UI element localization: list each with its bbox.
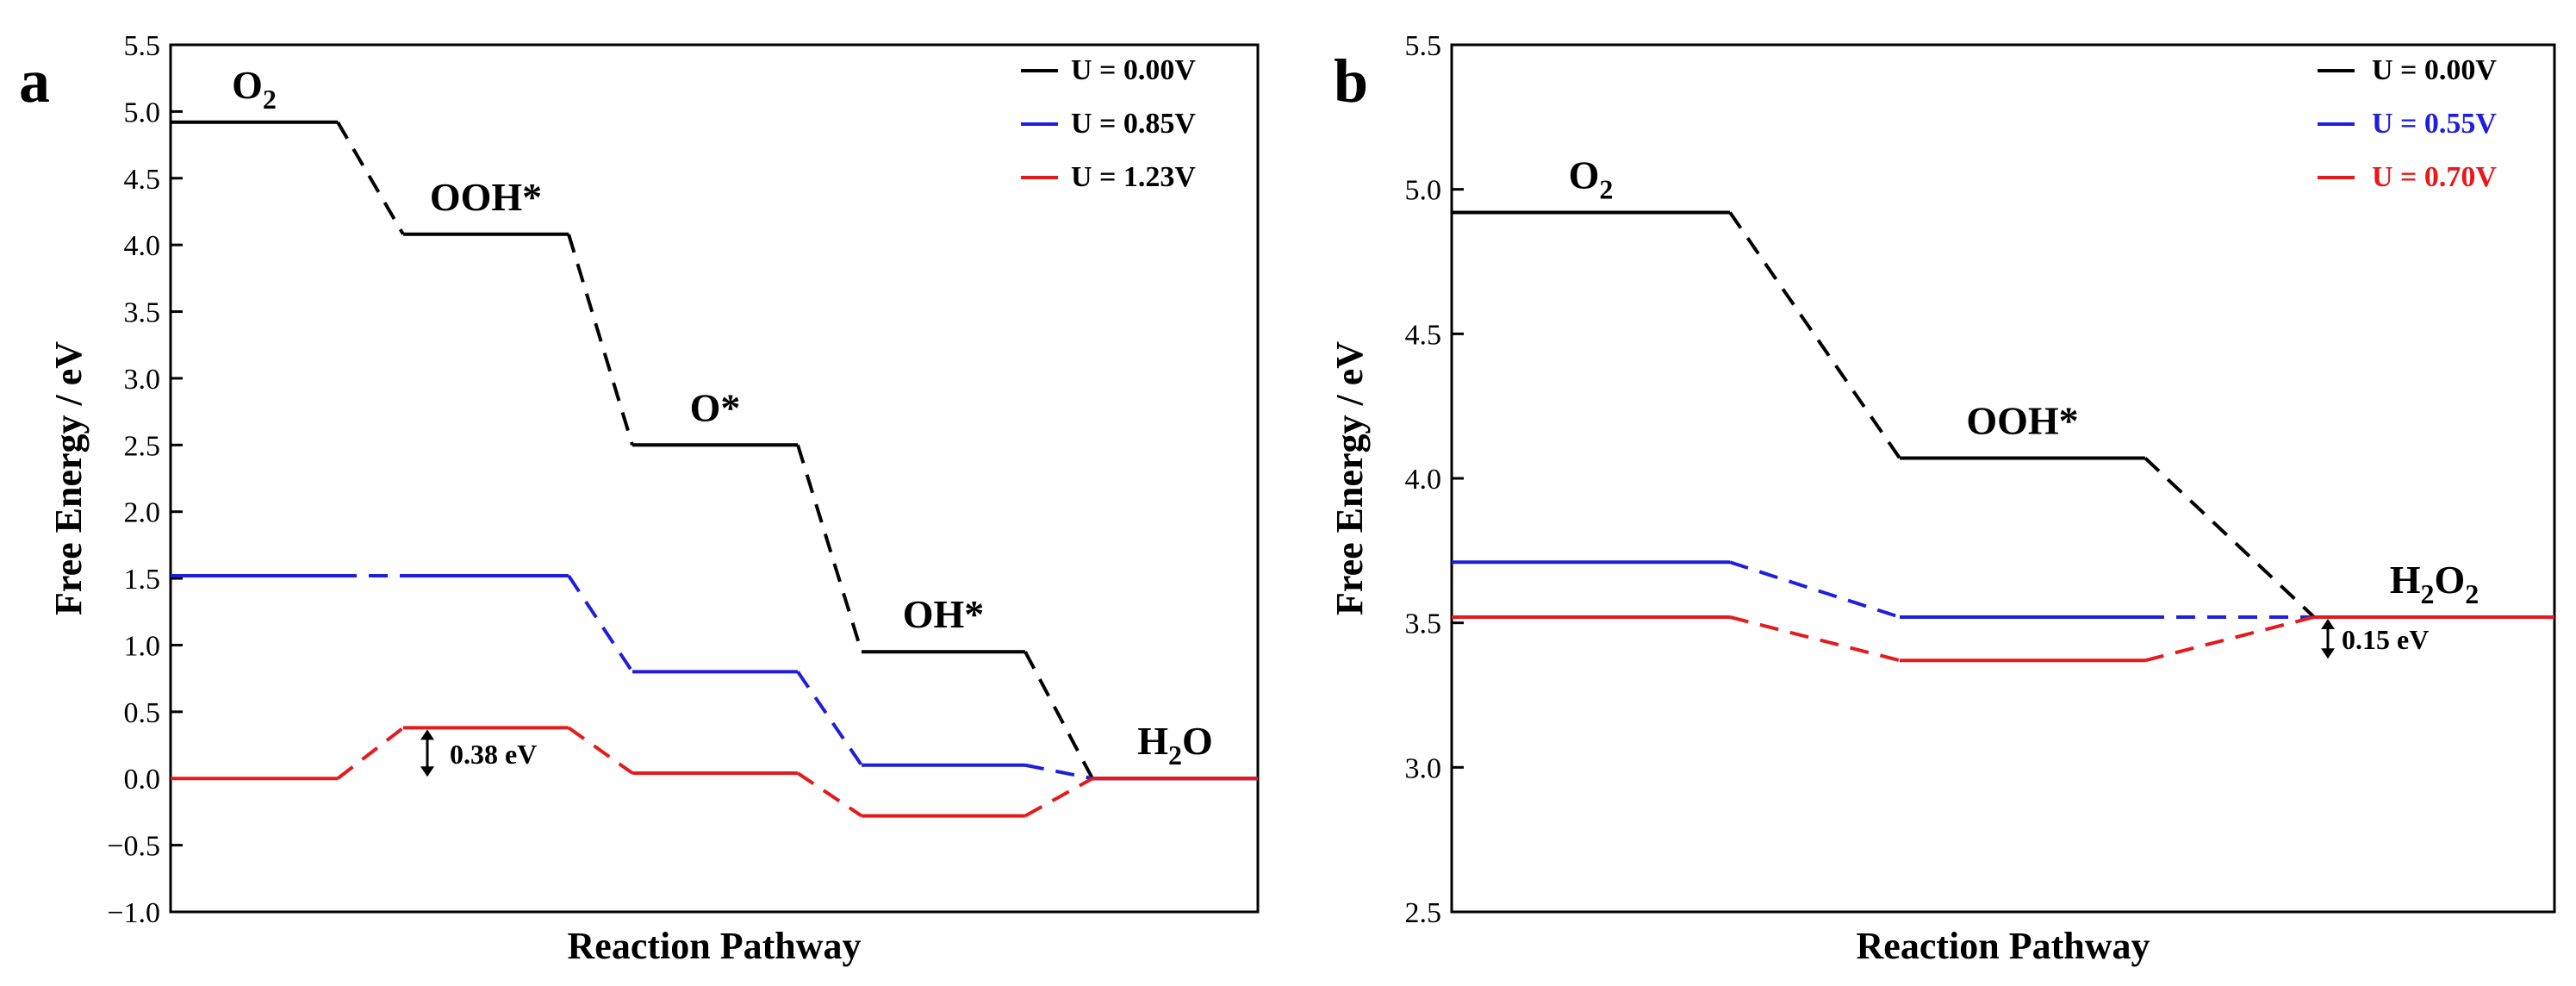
legend: U = 0.00V U = 0.55V U = 0.70V [2318,54,2497,193]
step-label-main: O [232,63,263,107]
connector-line [1024,651,1094,780]
step-label-main: OOH* [1966,399,2078,443]
step-label: O2 [232,63,277,115]
y-tick-label: 3.0 [124,364,161,396]
connector-line [796,444,863,652]
y-tick-label: 4.0 [124,230,161,262]
step-label-main: H [2390,558,2421,602]
legend-entry: U = 0.00V [2372,54,2497,86]
gap-arrow-head-up [2321,618,2335,629]
step-label: H2O [1137,719,1213,771]
panel-letter: b [1334,47,1368,115]
plot-frame [169,43,1260,914]
gap-annotation: 0.38 eV [420,729,537,777]
step-label-subscript: 2 [1168,740,1182,771]
step-label: H2O2 [2390,558,2480,609]
step-label: O2 [1569,153,1614,204]
y-tick-label: 4.5 [1405,319,1442,351]
y-tick-label: 5.5 [124,30,161,62]
connector-line [567,234,634,446]
step-label-subscript: 2 [263,84,277,115]
step-label-main: OH* [903,592,985,636]
connector-line [2144,457,2316,619]
y-tick-label: 4.5 [124,164,161,196]
step-label-tail: O [2435,558,2466,602]
gap-label: 0.15 eV [2342,624,2429,655]
connector-line [336,121,405,235]
y-tick-label: 0.0 [124,764,161,796]
connector-line [1729,560,1901,619]
connector-line [1728,211,1901,459]
x-axis-title: Reaction Pathway [1857,925,2150,967]
connector-line [796,771,863,818]
connector-line [796,671,863,766]
y-tick-label: 1.0 [124,630,161,662]
series-u-0-85v [171,573,1258,781]
chart-panel-b: b 5.5 5.0 4.5 4.0 3.5 3.0 2.5 Reaction Pathway Fr… [1328,30,2556,967]
step-label-main: OOH* [430,175,542,219]
y-tick-label: 2.5 [1405,897,1442,929]
panel-letter: a [19,47,50,115]
legend-entry: U = 0.85V [1071,108,1196,140]
y-tick-label: 4.0 [1405,464,1442,496]
step-label-subscript: 2 [1599,173,1613,204]
connector-line [1024,777,1093,818]
y-tick-label: 3.0 [1405,752,1442,784]
y-tick-label: 5.0 [1405,175,1442,207]
y-tick-label: 2.0 [124,497,161,529]
step-label: O* [690,385,741,429]
gap-label: 0.38 eV [450,739,537,770]
step-label-main: O* [690,385,741,429]
connector-line [1729,615,1901,663]
step-label: OH* [903,592,985,636]
gap-arrow-head-down [420,766,434,777]
y-tick-label: 3.5 [124,297,161,329]
gap-annotation: 0.15 eV [2321,618,2429,659]
connector-line [567,574,634,673]
connector-line [2144,615,2315,663]
legend-entry: U = 0.00V [1071,54,1196,86]
y-tick-label: 1.5 [124,564,161,596]
series-u-1-23v [171,726,1258,818]
series-u-0-00v [171,120,1258,781]
y-tick-label: 5.5 [1405,30,1442,62]
y-tick-label: 0.5 [124,697,161,729]
legend-entry: U = 0.70V [2372,161,2497,193]
y-tick-label: 2.5 [124,430,161,462]
legend: U = 0.00V U = 0.85V U = 1.23V [1021,54,1196,193]
series-u-0-70v [1452,615,2554,663]
connector-line [567,726,634,775]
gap-arrow-head-down [2321,648,2335,659]
x-axis-title: Reaction Pathway [568,925,862,967]
y-tick-label: 5.0 [124,97,161,128]
chart-panel-a: a 5.5 5.0 4.5 4.0 3.5 3.0 2.5 2.0 1.5 1.0 0.5 0.0 −0.… [19,30,1260,967]
gap-arrow-head-up [420,729,434,740]
legend-entry: U = 0.55V [2372,108,2497,140]
step-label-subscript: 2 [2421,578,2435,609]
y-tick-label: 3.5 [1405,608,1442,640]
y-axis-title: Free Energy / eV [1328,341,1371,615]
step-label-main: O [1569,153,1600,197]
step-label-subscript: 2 [2465,578,2479,609]
legend-entry: U = 1.23V [1071,161,1196,193]
step-label-main: H [1137,719,1168,763]
connector-line [1024,763,1093,781]
y-tick-label: −0.5 [107,831,160,863]
connector-line [336,726,405,780]
step-label: OOH* [1966,399,2078,443]
step-label: OOH* [430,175,542,219]
step-label-tail: O [1182,719,1213,763]
y-tick-label: −1.0 [107,897,160,929]
y-axis-title: Free Energy / eV [47,341,90,615]
